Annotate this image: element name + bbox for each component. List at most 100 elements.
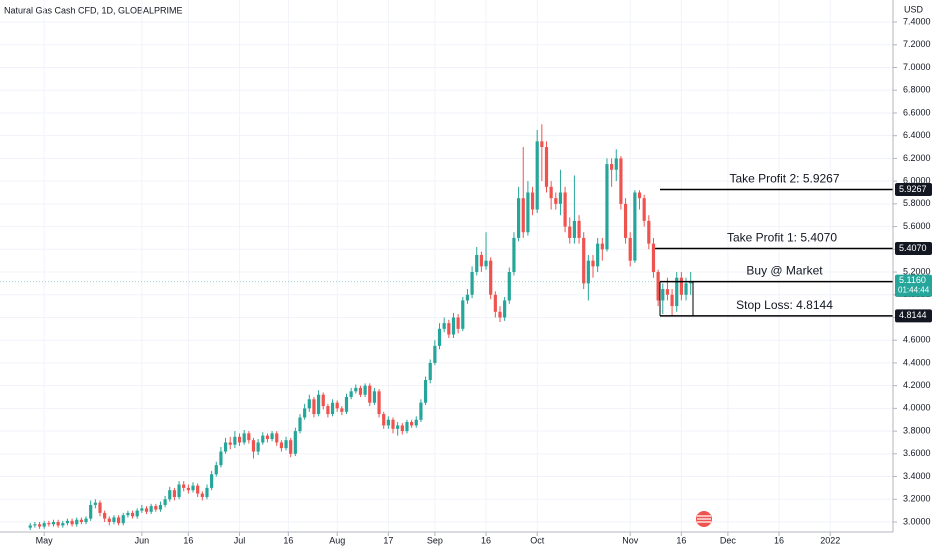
y-tick-label: 5.8000 xyxy=(903,198,931,208)
event-icon[interactable] xyxy=(696,511,712,527)
candle-body xyxy=(577,220,581,238)
candle-body xyxy=(126,512,130,516)
candle-body xyxy=(670,294,674,307)
candle-body xyxy=(456,317,460,329)
candle-body xyxy=(554,198,558,204)
candle-body xyxy=(279,442,283,449)
candle-body xyxy=(544,147,549,187)
y-tick-label: 3.4000 xyxy=(903,471,931,481)
candle-body xyxy=(619,158,623,204)
x-tick-label: 16 xyxy=(481,535,491,545)
candle-body xyxy=(568,226,572,238)
y-tick-label: 4.4000 xyxy=(903,357,931,367)
price-tag-label: 5.9267 xyxy=(899,184,927,194)
y-tick-label: 3.8000 xyxy=(903,425,931,435)
y-tick-label: 6.2000 xyxy=(903,153,931,163)
candle-body xyxy=(214,465,218,475)
candle-body xyxy=(65,520,70,524)
candle-body xyxy=(530,192,535,210)
candle-body xyxy=(117,517,121,524)
candle-body xyxy=(312,399,316,415)
y-tick-label: 6.6000 xyxy=(903,107,931,117)
candle-body xyxy=(372,391,377,403)
candle-body xyxy=(172,490,177,498)
candle-body xyxy=(475,254,479,273)
candle-body xyxy=(507,272,511,301)
candle-body xyxy=(400,425,404,432)
candle-body xyxy=(535,141,539,210)
candle-body xyxy=(447,323,451,335)
candle-body xyxy=(377,391,381,415)
x-tick-label: Jul xyxy=(234,535,246,545)
candle-body xyxy=(84,518,88,523)
candle-body xyxy=(410,422,414,426)
candle-body xyxy=(428,362,432,380)
y-tick-label: 4.0000 xyxy=(903,403,931,413)
candle-body xyxy=(210,474,214,488)
candle-body xyxy=(75,519,79,525)
candle-body xyxy=(605,164,609,250)
candle-body xyxy=(186,487,190,491)
candle-body xyxy=(247,433,251,441)
candle-body xyxy=(610,164,614,170)
y-tick-label: 7.0000 xyxy=(903,62,931,72)
candle-body xyxy=(354,387,358,392)
candle-body xyxy=(261,435,265,443)
price-tag xyxy=(895,182,932,196)
candle-body xyxy=(98,502,102,513)
candle-body xyxy=(651,243,656,273)
candle-body xyxy=(516,198,521,238)
candle-body xyxy=(316,394,321,415)
candle-body xyxy=(265,435,270,440)
candle-body xyxy=(656,272,660,301)
y-tick-label: 6.0000 xyxy=(903,175,931,185)
level-label: Take Profit 1: 5.4070 xyxy=(727,231,837,245)
candle-body xyxy=(182,484,186,488)
candle-body xyxy=(219,451,223,466)
event-icon-stripes[interactable] xyxy=(697,515,711,523)
price-tag xyxy=(895,242,932,256)
candle-body xyxy=(382,414,386,426)
candle-body xyxy=(154,506,158,510)
x-tick-label: Sep xyxy=(427,535,443,545)
candle-body xyxy=(158,504,163,510)
last-price-label: 5.1160 xyxy=(899,275,926,285)
candle-body xyxy=(103,512,107,519)
candle-body xyxy=(489,260,493,295)
candles xyxy=(0,124,893,530)
candle-body xyxy=(614,158,618,170)
chart-title: Natural Gas Cash CFD, 1D, GLOBALPRIME xyxy=(4,5,183,15)
candle-body xyxy=(307,399,311,409)
candle-body xyxy=(233,436,237,445)
x-tick-label: 17 xyxy=(383,535,393,545)
candle-body xyxy=(512,237,516,273)
candle-body xyxy=(623,203,628,238)
candle-body xyxy=(28,525,32,528)
candle-body xyxy=(163,499,167,505)
candle-body xyxy=(405,422,409,432)
level-label: Buy @ Market xyxy=(746,264,823,278)
candle-body xyxy=(79,519,83,523)
candle-body xyxy=(586,260,590,284)
candle-body xyxy=(526,192,530,233)
y-tick-label: 7.4000 xyxy=(903,16,931,26)
candle-body xyxy=(177,484,181,498)
candle-body xyxy=(689,281,693,284)
axes: 3.0000 3.2000 3.4000 3.6000 3.8000 4.0000 4.20… xyxy=(36,16,932,545)
x-tick-label: May xyxy=(36,535,54,545)
candle-body xyxy=(130,512,135,517)
candle-body xyxy=(679,277,683,295)
candle-body xyxy=(540,141,544,148)
candle-body xyxy=(228,442,232,445)
candle-body xyxy=(391,419,395,429)
candle-body xyxy=(289,440,293,454)
x-tick-label: Aug xyxy=(329,535,345,545)
candle-body xyxy=(665,289,670,295)
last-price-tag xyxy=(895,274,932,297)
levels: Take Profit 2: 5.9267 Take Profit 1: 5.40… xyxy=(655,172,893,317)
candle-body xyxy=(675,277,679,307)
candle-body xyxy=(479,254,483,267)
candle-body xyxy=(89,504,93,519)
candle-body xyxy=(465,294,470,301)
candle-body xyxy=(470,272,474,295)
